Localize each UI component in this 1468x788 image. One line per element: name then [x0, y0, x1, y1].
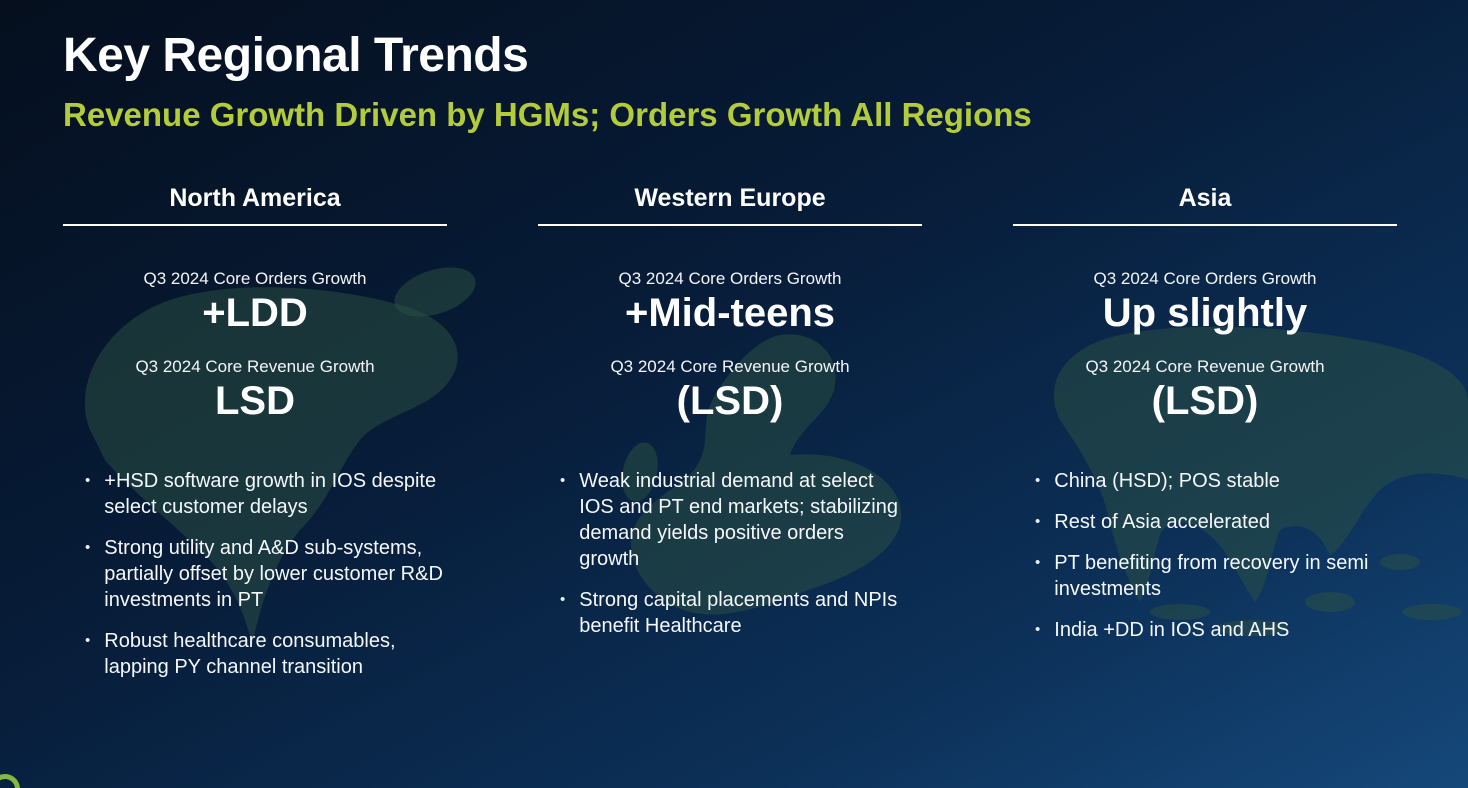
bullet-item: • India +DD in IOS and AHS	[1035, 617, 1397, 643]
revenue-growth-label: Q3 2024 Core Revenue Growth	[1085, 356, 1325, 376]
bullet-text: Weak industrial demand at select IOS and…	[579, 470, 898, 571]
bullet-marker: •	[85, 632, 91, 650]
bullet-marker: •	[560, 591, 566, 609]
bullet-marker: •	[560, 472, 566, 490]
bullet-text: Robust healthcare consumables, lapping P…	[104, 630, 396, 679]
bullet-marker: •	[1035, 472, 1041, 490]
region-column-western-europe: Western Europe Q3 2024 Core Orders Growt…	[538, 184, 922, 696]
page-subtitle: Revenue Growth Driven by HGMs; Orders Gr…	[63, 95, 1032, 133]
bullet-text: Rest of Asia accelerated	[1054, 511, 1270, 534]
orders-growth-value: +LDD	[202, 290, 308, 335]
slide-content: Key Regional Trends Revenue Growth Drive…	[63, 29, 1398, 696]
bullet-text: Strong capital placements and NPIs benef…	[579, 589, 898, 638]
bullet-marker: •	[85, 539, 91, 557]
bullet-text: China (HSD); POS stable	[1054, 470, 1280, 493]
bullet-text: Strong utility and A&D sub-systems, part…	[104, 537, 443, 612]
region-bullets: • China (HSD); POS stable • Rest of Asia…	[1013, 468, 1397, 643]
logo-mark	[0, 774, 20, 788]
region-heading: North America	[63, 184, 447, 226]
region-heading: Asia	[1013, 184, 1397, 226]
orders-growth-value: Up slightly	[1102, 290, 1308, 335]
revenue-growth-value: (LSD)	[676, 379, 784, 424]
bullet-item: • Robust healthcare consumables, lapping…	[85, 628, 447, 680]
page-title: Key Regional Trends	[63, 29, 529, 82]
bullet-marker: •	[85, 472, 91, 490]
regions-row: North America Q3 2024 Core Orders Growth…	[63, 184, 1398, 696]
bullet-marker: •	[1035, 621, 1041, 639]
revenue-growth-label: Q3 2024 Core Revenue Growth	[135, 356, 375, 376]
region-heading: Western Europe	[538, 184, 922, 226]
bullet-item: • China (HSD); POS stable	[1035, 468, 1397, 494]
region-column-asia: Asia Q3 2024 Core Orders Growth Up sligh…	[1013, 184, 1397, 696]
bullet-marker: •	[1035, 513, 1041, 531]
revenue-growth-value: (LSD)	[1151, 379, 1259, 424]
bullet-item: • Weak industrial demand at select IOS a…	[560, 468, 922, 572]
orders-growth-value: +Mid-teens	[624, 290, 836, 335]
bullet-text: India +DD in IOS and AHS	[1054, 619, 1290, 642]
region-stats: Q3 2024 Core Orders Growth Up slightly Q…	[1013, 268, 1397, 425]
region-column-north-america: North America Q3 2024 Core Orders Growth…	[63, 184, 447, 696]
bullet-text: PT benefiting from recovery in semi inve…	[1054, 552, 1369, 601]
revenue-growth-value: LSD	[215, 379, 295, 424]
bullet-item: • +HSD software growth in IOS despite se…	[85, 468, 447, 520]
region-stats: Q3 2024 Core Orders Growth +LDD Q3 2024 …	[63, 268, 447, 425]
bullet-marker: •	[1035, 554, 1041, 572]
orders-growth-label: Q3 2024 Core Orders Growth	[1093, 268, 1317, 288]
region-bullets: • Weak industrial demand at select IOS a…	[538, 468, 922, 639]
bullet-text: +HSD software growth in IOS despite sele…	[104, 470, 437, 519]
revenue-growth-label: Q3 2024 Core Revenue Growth	[610, 356, 850, 376]
bullet-item: • PT benefiting from recovery in semi in…	[1035, 550, 1397, 602]
bullet-item: • Rest of Asia accelerated	[1035, 509, 1397, 535]
orders-growth-label: Q3 2024 Core Orders Growth	[618, 268, 842, 288]
bullet-item: • Strong utility and A&D sub-systems, pa…	[85, 535, 447, 613]
region-bullets: • +HSD software growth in IOS despite se…	[63, 468, 447, 680]
bullet-item: • Strong capital placements and NPIs ben…	[560, 587, 922, 639]
orders-growth-label: Q3 2024 Core Orders Growth	[143, 268, 367, 288]
region-stats: Q3 2024 Core Orders Growth +Mid-teens Q3…	[538, 268, 922, 425]
